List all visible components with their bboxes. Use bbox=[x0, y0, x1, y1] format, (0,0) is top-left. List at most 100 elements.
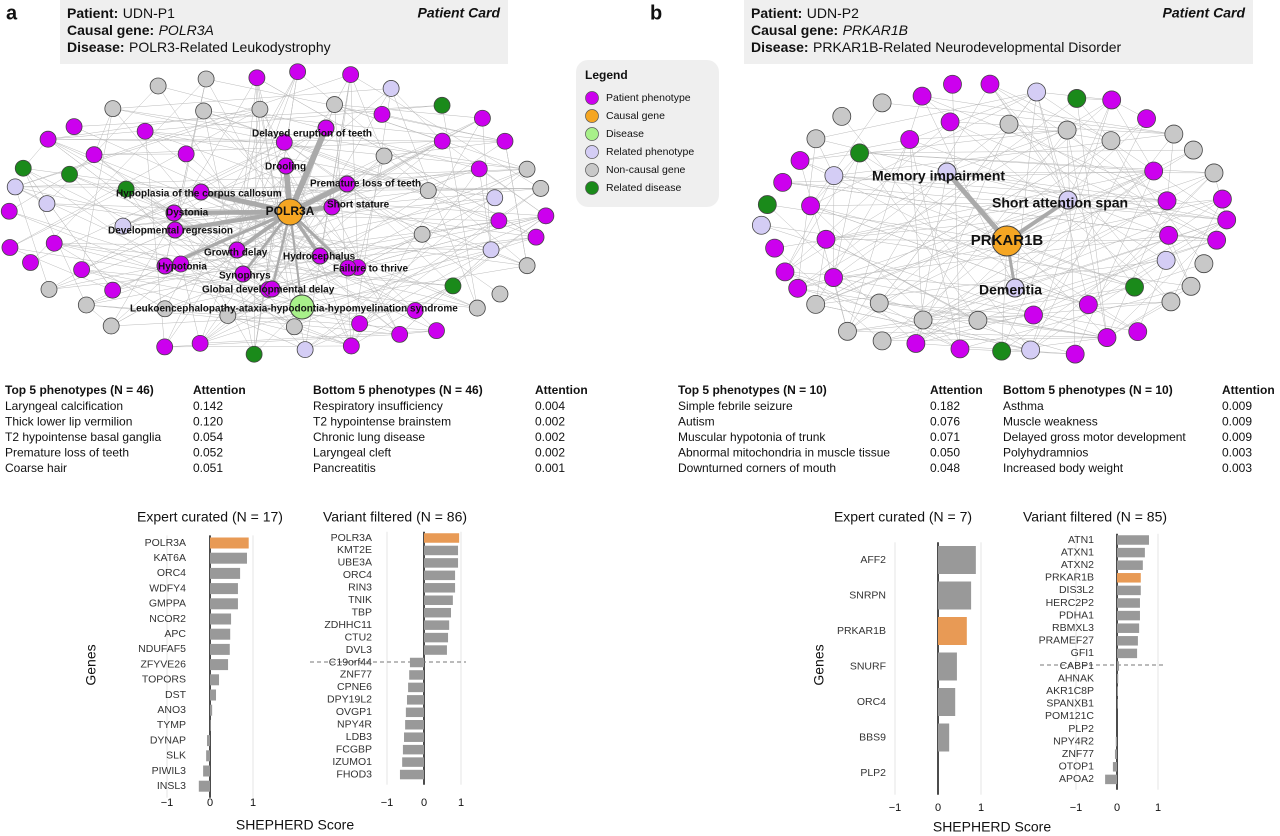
node-label: Hydrocephalus bbox=[283, 252, 356, 263]
bar bbox=[210, 552, 247, 564]
edge bbox=[799, 129, 1068, 161]
edge bbox=[242, 273, 416, 311]
y-tick-label: SLK bbox=[166, 750, 186, 762]
table-cell: 0.071 bbox=[930, 430, 960, 444]
node bbox=[1183, 140, 1203, 160]
table-cell: 0.182 bbox=[930, 399, 960, 413]
card-tag: Patient Card bbox=[418, 5, 501, 21]
edge bbox=[164, 71, 298, 348]
edge bbox=[390, 88, 478, 309]
node-label: Developmental regression bbox=[108, 226, 233, 237]
node bbox=[912, 86, 932, 106]
edge bbox=[48, 138, 285, 143]
node bbox=[980, 74, 1000, 94]
legend-label: Causal gene bbox=[606, 110, 665, 122]
edge bbox=[1076, 98, 1108, 338]
table-cell: 0.003 bbox=[1222, 461, 1252, 475]
edge bbox=[478, 168, 492, 250]
node bbox=[1024, 305, 1043, 325]
legend-swatch bbox=[585, 127, 599, 141]
node bbox=[1217, 210, 1237, 230]
bar bbox=[1114, 749, 1117, 759]
edge bbox=[256, 77, 291, 213]
card-line: Disease: POLR3-Related Leukodystrophy bbox=[67, 39, 331, 57]
bar bbox=[206, 750, 210, 762]
table-cell: 0.142 bbox=[193, 399, 223, 413]
edge bbox=[54, 242, 303, 308]
node bbox=[788, 278, 808, 298]
edge bbox=[350, 74, 385, 157]
edge bbox=[145, 130, 528, 266]
node-label: Delayed eruption of teeth bbox=[252, 129, 372, 140]
node bbox=[940, 112, 960, 132]
bar bbox=[1117, 623, 1140, 633]
node bbox=[518, 160, 536, 178]
card-text: Patient: bbox=[67, 5, 118, 21]
card-text: UDN-P2 bbox=[807, 5, 859, 21]
table-cell: Laryngeal calcification bbox=[5, 399, 123, 413]
edge bbox=[390, 88, 443, 142]
edge bbox=[94, 153, 187, 155]
node-label: Short attention span bbox=[992, 195, 1128, 211]
node bbox=[1067, 89, 1087, 108]
node-label: POLR3A bbox=[266, 204, 315, 218]
y-tick-label: DIS3L2 bbox=[1059, 584, 1094, 596]
y-tick-label: PRKAR1B bbox=[837, 625, 886, 637]
y-tick-label: RIN3 bbox=[348, 582, 372, 594]
table-cell: 0.002 bbox=[535, 415, 565, 429]
card-text: Disease: bbox=[67, 39, 125, 55]
edge bbox=[1166, 134, 1175, 201]
node bbox=[433, 132, 451, 150]
labeled-node bbox=[166, 221, 184, 239]
labeled-node bbox=[289, 294, 315, 320]
edge bbox=[48, 197, 495, 290]
labeled-node bbox=[1058, 190, 1078, 210]
table-cell: Respiratory insufficiency bbox=[313, 399, 443, 413]
y-tick-label: ATN1 bbox=[1068, 534, 1094, 546]
card-text: PRKAR1B bbox=[843, 22, 908, 38]
y-tick-label: POM121C bbox=[1045, 710, 1094, 722]
card-text: Causal gene: bbox=[67, 22, 154, 38]
edge bbox=[882, 314, 1034, 342]
y-tick-label: OTOP1 bbox=[1059, 761, 1095, 773]
table-cell: 0.003 bbox=[1222, 446, 1252, 460]
node bbox=[850, 143, 869, 163]
node bbox=[1057, 120, 1077, 140]
table-header: Attention bbox=[193, 383, 246, 397]
y-tick-label: CABP1 bbox=[1060, 660, 1095, 672]
edge bbox=[145, 130, 495, 199]
labeled-node bbox=[276, 198, 304, 226]
table-cell: 0.051 bbox=[193, 461, 223, 475]
node bbox=[1157, 191, 1177, 211]
bar bbox=[198, 780, 210, 792]
x-tick-label: −1 bbox=[381, 797, 394, 809]
legend-label: Patient phenotype bbox=[606, 92, 691, 104]
y-tick-label: POLR3A bbox=[331, 532, 372, 544]
node bbox=[801, 196, 820, 216]
node bbox=[177, 145, 195, 163]
edge bbox=[331, 140, 443, 208]
node bbox=[195, 102, 213, 120]
y-tick-label: FHOD3 bbox=[336, 768, 372, 780]
node-label: Growth delay bbox=[204, 248, 268, 259]
edge bbox=[810, 200, 1168, 207]
bar bbox=[1117, 535, 1149, 545]
labeled-node bbox=[277, 157, 295, 175]
strong-edge bbox=[287, 126, 329, 214]
node bbox=[532, 180, 550, 197]
card-text: POLR3A bbox=[159, 22, 214, 38]
x-axis-title: SHEPHERD Score bbox=[236, 817, 354, 833]
edge bbox=[112, 108, 285, 143]
y-tick-label: ATXN1 bbox=[1061, 546, 1094, 558]
node-label: Memory impairment bbox=[872, 168, 1005, 184]
y-tick-label: FCGBP bbox=[336, 743, 372, 755]
node bbox=[382, 80, 400, 97]
y-tick-label: APC bbox=[164, 628, 186, 640]
edge bbox=[94, 140, 443, 155]
edge bbox=[23, 168, 269, 290]
y-tick-label: IZUMO1 bbox=[332, 756, 372, 768]
edge bbox=[1067, 199, 1167, 261]
node bbox=[1101, 131, 1121, 151]
table-cell: Laryngeal cleft bbox=[313, 446, 392, 460]
node-label: Dementia bbox=[979, 282, 1042, 298]
